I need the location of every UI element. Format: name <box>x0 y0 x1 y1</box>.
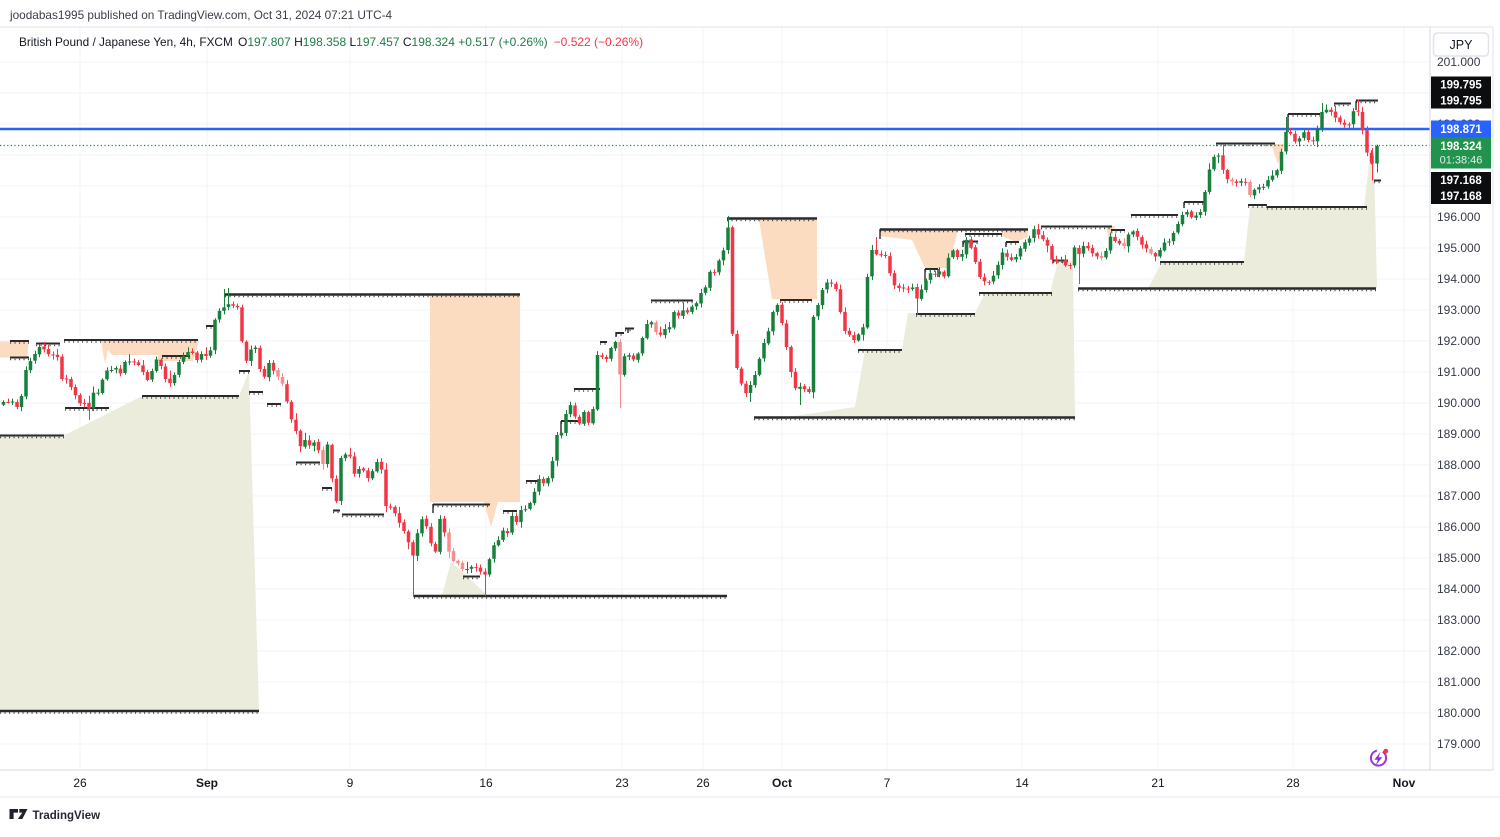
svg-text:181.000: 181.000 <box>1437 675 1481 689</box>
svg-text:197.168: 197.168 <box>1440 191 1482 203</box>
svg-text:16: 16 <box>479 776 493 790</box>
svg-text:197.168: 197.168 <box>1440 175 1482 187</box>
svg-text:188.000: 188.000 <box>1437 458 1481 472</box>
svg-text:182.000: 182.000 <box>1437 644 1481 658</box>
svg-text:O197.807 H198.358 L197.457 C19: O197.807 H198.358 L197.457 C198.324 +0.5… <box>238 35 643 49</box>
svg-text:14: 14 <box>1015 776 1029 790</box>
svg-text:186.000: 186.000 <box>1437 520 1481 534</box>
svg-text:189.000: 189.000 <box>1437 427 1481 441</box>
svg-text:191.000: 191.000 <box>1437 365 1481 379</box>
svg-text:199.795: 199.795 <box>1440 80 1482 92</box>
svg-text:194.000: 194.000 <box>1437 272 1481 286</box>
svg-text:28: 28 <box>1286 776 1300 790</box>
svg-text:Sep: Sep <box>196 776 218 790</box>
svg-text:196.000: 196.000 <box>1437 210 1481 224</box>
svg-text:185.000: 185.000 <box>1437 551 1481 565</box>
svg-text:179.000: 179.000 <box>1437 737 1481 751</box>
svg-text:01:38:46: 01:38:46 <box>1440 155 1483 167</box>
svg-text:192.000: 192.000 <box>1437 334 1481 348</box>
svg-text:193.000: 193.000 <box>1437 303 1481 317</box>
svg-text:British Pound / Japanese Yen,: British Pound / Japanese Yen, 4h, FXCM <box>19 35 233 49</box>
svg-text:21: 21 <box>1151 776 1165 790</box>
svg-text:Oct: Oct <box>772 776 792 790</box>
svg-text:180.000: 180.000 <box>1437 706 1481 720</box>
svg-text:26: 26 <box>73 776 87 790</box>
svg-text:Nov: Nov <box>1393 776 1416 790</box>
svg-text:201.000: 201.000 <box>1437 55 1481 69</box>
svg-text:198.324: 198.324 <box>1440 141 1482 153</box>
svg-text:195.000: 195.000 <box>1437 241 1481 255</box>
svg-text:joodabas1995 published on Trad: joodabas1995 published on TradingView.co… <box>9 8 393 22</box>
svg-text:184.000: 184.000 <box>1437 582 1481 596</box>
svg-text:190.000: 190.000 <box>1437 396 1481 410</box>
svg-text:26: 26 <box>696 776 710 790</box>
svg-text:183.000: 183.000 <box>1437 613 1481 627</box>
svg-text:23: 23 <box>615 776 629 790</box>
svg-text:199.795: 199.795 <box>1440 96 1482 108</box>
svg-text:9: 9 <box>347 776 354 790</box>
svg-text:198.871: 198.871 <box>1440 124 1482 136</box>
svg-text:JPY: JPY <box>1450 38 1474 52</box>
svg-text:TradingView: TradingView <box>33 810 101 822</box>
svg-text:187.000: 187.000 <box>1437 489 1481 503</box>
svg-text:7: 7 <box>884 776 891 790</box>
